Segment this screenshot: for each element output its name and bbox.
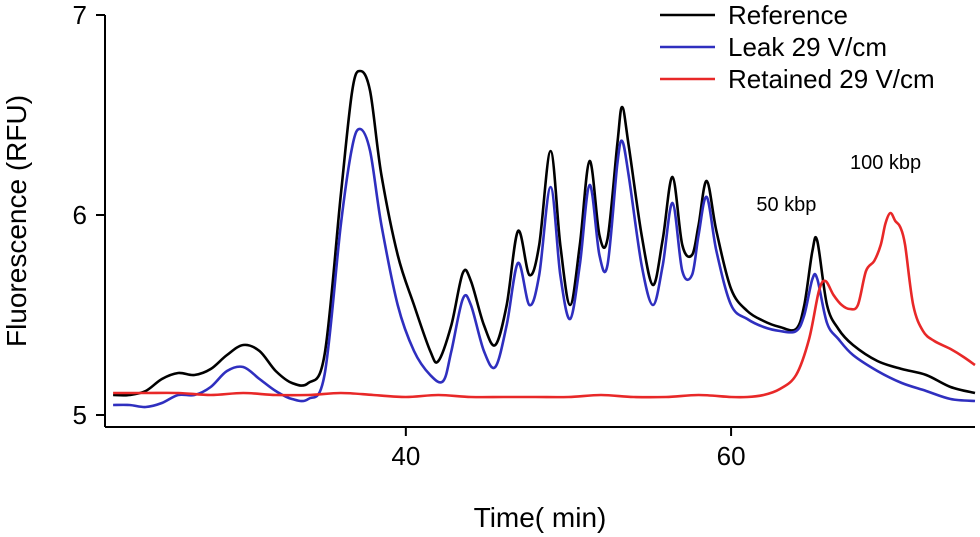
y-tick-label: 6 — [73, 200, 87, 230]
x-tick-label: 40 — [391, 441, 420, 471]
legend-label-2: Retained 29 V/cm — [728, 64, 935, 94]
series-line-2 — [113, 211, 976, 399]
y-tick-label: 7 — [73, 0, 87, 30]
y-tick-label: 5 — [73, 400, 87, 430]
series-layer — [113, 69, 976, 409]
annotation-1: 100 kbp — [850, 152, 921, 174]
annotations: 50 kbp 100 kbp — [756, 152, 921, 216]
x-tick-label: 60 — [717, 441, 746, 471]
y-axis-title: Fluorescence (RFU) — [1, 95, 32, 347]
annotation-0: 50 kbp — [756, 194, 816, 216]
legend-label-1: Leak 29 V/cm — [728, 32, 887, 62]
series-line-0 — [113, 69, 976, 397]
x-axis-title: Time( min) — [474, 502, 607, 533]
series-line-1 — [113, 127, 976, 409]
legend-label-0: Reference — [728, 0, 848, 30]
